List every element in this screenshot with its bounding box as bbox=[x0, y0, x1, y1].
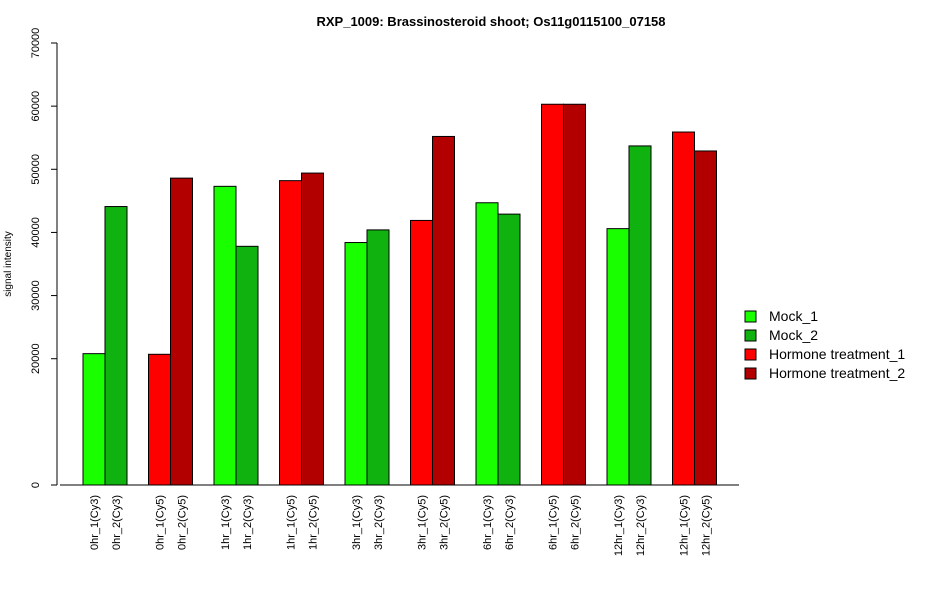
x-tick-label: 3hr_1(Cy3) bbox=[351, 495, 363, 550]
y-tick-label: 20000 bbox=[30, 343, 42, 374]
x-tick-label: 1hr_2(Cy5) bbox=[308, 495, 320, 550]
bar bbox=[148, 353, 171, 486]
legend-swatch bbox=[744, 310, 757, 323]
y-tick-label: 70000 bbox=[30, 28, 42, 59]
y-tick-label: 60000 bbox=[30, 91, 42, 122]
legend-label: Hormone treatment_2 bbox=[769, 365, 905, 381]
x-tick-label: 0hr_2(Cy5) bbox=[177, 495, 189, 550]
x-tick-label: 6hr_1(Cy3) bbox=[482, 495, 494, 550]
x-tick-label: 6hr_2(Cy3) bbox=[504, 495, 516, 550]
y-tick-label: 30000 bbox=[30, 280, 42, 311]
bar bbox=[279, 180, 302, 486]
bar bbox=[213, 185, 237, 486]
y-axis-label: signal intensity bbox=[3, 231, 14, 297]
x-tick-label: 1hr_1(Cy3) bbox=[220, 495, 232, 550]
legend-swatch bbox=[744, 348, 757, 361]
bar bbox=[606, 228, 630, 486]
legend-label: Hormone treatment_1 bbox=[769, 346, 905, 362]
x-tick-label: 0hr_2(Cy3) bbox=[111, 495, 123, 550]
x-tick-label: 0hr_1(Cy3) bbox=[89, 495, 101, 550]
bar bbox=[672, 131, 695, 486]
y-tick-label: 0 bbox=[30, 482, 42, 488]
x-tick-label: 12hr_1(Cy5) bbox=[679, 495, 691, 556]
x-tick-label: 12hr_1(Cy3) bbox=[613, 495, 625, 556]
bar bbox=[301, 172, 324, 486]
legend-swatch bbox=[744, 329, 757, 342]
bar bbox=[432, 135, 455, 486]
x-tick-label: 12hr_2(Cy3) bbox=[635, 495, 647, 556]
x-tick-label: 1hr_1(Cy5) bbox=[286, 495, 298, 550]
x-tick-label: 6hr_1(Cy5) bbox=[548, 495, 560, 550]
x-tick-label: 0hr_1(Cy5) bbox=[155, 495, 167, 550]
bar bbox=[694, 150, 717, 486]
y-tick-label: 40000 bbox=[30, 217, 42, 248]
x-tick-label: 6hr_2(Cy5) bbox=[570, 495, 582, 550]
bar bbox=[475, 202, 499, 486]
chart-title: RXP_1009: Brassinosteroid shoot; Os11g01… bbox=[316, 14, 665, 29]
bar bbox=[344, 242, 368, 486]
bar bbox=[497, 213, 521, 486]
bar bbox=[628, 145, 652, 486]
bars bbox=[82, 103, 717, 486]
y-axis: 0 20000 30000 40000 50000 60000 70000 bbox=[30, 28, 58, 488]
bar bbox=[410, 219, 433, 486]
bar bbox=[563, 103, 586, 486]
x-tick-label: 12hr_2(Cy5) bbox=[701, 495, 713, 556]
bar bbox=[235, 245, 259, 486]
x-tick-labels: 0hr_1(Cy3) 0hr_2(Cy3) 0hr_1(Cy5) 0hr_2(Cy5)… bbox=[89, 495, 713, 556]
bar bbox=[170, 177, 193, 486]
bar bbox=[366, 229, 390, 486]
legend: Mock_1 Mock_2 Hormone treatment_1 Hormone t… bbox=[744, 308, 905, 381]
x-tick-label: 3hr_2(Cy3) bbox=[373, 495, 385, 550]
legend-swatch bbox=[744, 367, 757, 380]
legend-label: Mock_1 bbox=[769, 308, 818, 324]
legend-label: Mock_2 bbox=[769, 327, 818, 343]
x-tick-label: 1hr_2(Cy3) bbox=[242, 495, 254, 550]
bar bbox=[82, 353, 106, 486]
y-tick-label: 50000 bbox=[30, 154, 42, 185]
bar bbox=[541, 103, 564, 486]
x-tick-label: 3hr_2(Cy5) bbox=[439, 495, 451, 550]
x-tick-label: 3hr_1(Cy5) bbox=[417, 495, 429, 550]
bar bbox=[104, 206, 128, 486]
